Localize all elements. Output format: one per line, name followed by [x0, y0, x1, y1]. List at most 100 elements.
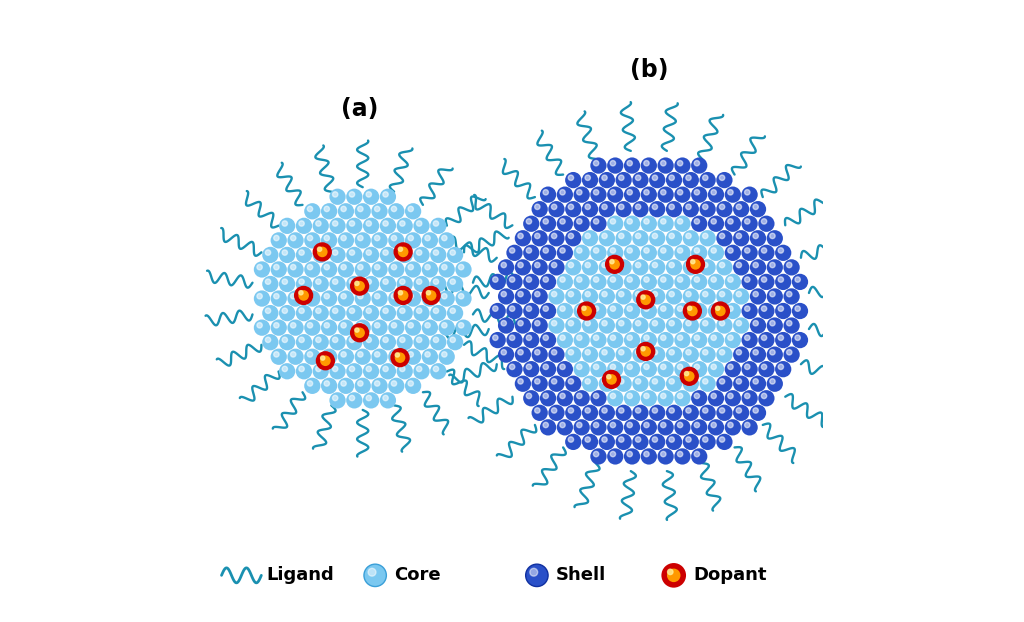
Circle shape: [741, 216, 758, 232]
Circle shape: [451, 308, 456, 313]
Circle shape: [594, 306, 599, 312]
Circle shape: [357, 381, 364, 386]
Circle shape: [296, 363, 312, 379]
Circle shape: [456, 261, 472, 277]
Circle shape: [610, 277, 615, 282]
Circle shape: [636, 292, 641, 297]
Circle shape: [686, 379, 691, 384]
Circle shape: [678, 452, 683, 457]
Circle shape: [711, 393, 717, 399]
Circle shape: [636, 320, 641, 326]
Circle shape: [602, 369, 622, 389]
Circle shape: [666, 230, 682, 246]
Circle shape: [391, 323, 396, 328]
Circle shape: [362, 392, 379, 409]
Circle shape: [433, 221, 438, 226]
Circle shape: [711, 335, 717, 340]
Circle shape: [565, 434, 582, 450]
Circle shape: [728, 335, 733, 340]
Circle shape: [493, 335, 498, 340]
Circle shape: [296, 334, 312, 350]
Circle shape: [426, 290, 436, 301]
Circle shape: [296, 305, 312, 321]
Circle shape: [396, 218, 413, 234]
Circle shape: [618, 437, 624, 442]
Circle shape: [585, 350, 591, 355]
Circle shape: [606, 374, 611, 379]
Circle shape: [362, 188, 379, 205]
Circle shape: [540, 274, 556, 290]
Circle shape: [535, 292, 540, 297]
Circle shape: [540, 419, 556, 435]
Circle shape: [510, 335, 515, 340]
Circle shape: [273, 351, 280, 357]
Circle shape: [641, 390, 657, 406]
Circle shape: [783, 259, 800, 276]
Circle shape: [350, 323, 370, 343]
Circle shape: [694, 219, 699, 224]
Circle shape: [388, 203, 404, 220]
Circle shape: [265, 250, 270, 255]
Circle shape: [594, 219, 599, 224]
Circle shape: [399, 308, 406, 313]
Circle shape: [725, 216, 741, 232]
Circle shape: [438, 290, 455, 307]
Circle shape: [711, 190, 717, 195]
Circle shape: [750, 230, 766, 246]
Circle shape: [391, 207, 396, 211]
Circle shape: [632, 172, 648, 188]
Circle shape: [753, 233, 759, 239]
Circle shape: [720, 175, 725, 180]
Circle shape: [683, 230, 699, 246]
Circle shape: [375, 235, 380, 241]
Circle shape: [753, 292, 759, 297]
Circle shape: [691, 448, 708, 465]
Circle shape: [758, 332, 774, 348]
Circle shape: [510, 248, 515, 253]
Circle shape: [660, 248, 666, 253]
Circle shape: [657, 274, 674, 290]
Circle shape: [333, 221, 338, 226]
Circle shape: [666, 317, 682, 333]
Circle shape: [668, 569, 673, 575]
Circle shape: [366, 192, 372, 197]
Circle shape: [585, 262, 591, 267]
Circle shape: [324, 351, 330, 357]
Circle shape: [288, 232, 304, 249]
Circle shape: [725, 244, 741, 261]
Circle shape: [362, 363, 379, 379]
Circle shape: [680, 366, 699, 386]
Circle shape: [357, 264, 364, 270]
Circle shape: [678, 277, 683, 282]
Circle shape: [652, 292, 657, 297]
Circle shape: [282, 308, 288, 313]
Circle shape: [498, 346, 514, 363]
Circle shape: [422, 261, 438, 277]
Circle shape: [552, 320, 557, 326]
Circle shape: [741, 244, 758, 261]
Circle shape: [317, 247, 322, 251]
Circle shape: [557, 216, 573, 232]
Circle shape: [414, 276, 430, 292]
Circle shape: [728, 393, 733, 399]
Circle shape: [624, 157, 640, 174]
Circle shape: [627, 335, 633, 340]
Circle shape: [391, 294, 396, 299]
Circle shape: [691, 216, 708, 232]
Circle shape: [404, 261, 421, 277]
Circle shape: [683, 172, 699, 188]
Circle shape: [291, 351, 296, 357]
Circle shape: [649, 172, 666, 188]
Circle shape: [627, 364, 633, 369]
Circle shape: [291, 235, 296, 241]
Circle shape: [666, 434, 682, 450]
Circle shape: [728, 248, 733, 253]
Circle shape: [683, 289, 699, 305]
Circle shape: [315, 308, 322, 313]
Circle shape: [438, 232, 455, 249]
Circle shape: [778, 335, 783, 340]
Circle shape: [615, 230, 632, 246]
Circle shape: [398, 290, 402, 295]
Circle shape: [657, 390, 674, 406]
Circle shape: [257, 323, 262, 328]
